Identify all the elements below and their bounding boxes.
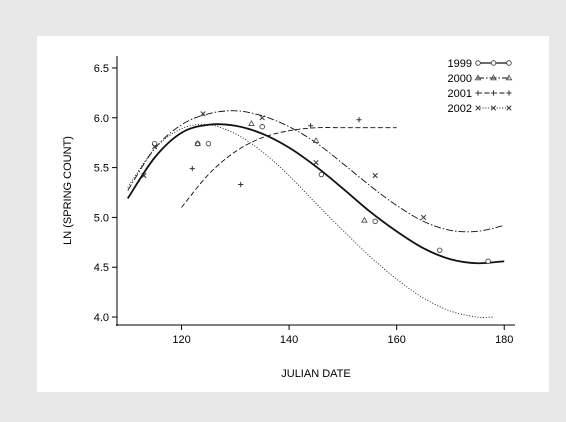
legend-entry-1999: 1999	[448, 58, 512, 70]
point-2000	[194, 140, 201, 146]
x-tick-label: 140	[280, 334, 298, 346]
point-2002	[313, 159, 319, 166]
point-1999	[437, 247, 443, 253]
point-2001	[238, 181, 244, 188]
chart-figure: 120 140 160 180 4.0 4.5 5.0 5.5 6.0 6.5 1999 2000 2…	[37, 36, 549, 392]
legend-marker	[506, 60, 512, 66]
legend-marker	[506, 90, 512, 96]
point-2000	[312, 137, 320, 143]
point-2000	[361, 216, 368, 223]
y-tick-label: 4.0	[94, 312, 109, 324]
point-2001	[308, 123, 314, 129]
point-2002	[200, 111, 206, 117]
point-1999	[485, 258, 491, 264]
legend-label: 2002	[448, 103, 472, 115]
point-2001	[189, 165, 195, 172]
fit-curve-2001	[181, 127, 397, 208]
legend-label: 1999	[448, 58, 472, 70]
point-1999	[205, 140, 212, 147]
point-2001	[356, 117, 362, 123]
legend-marker	[475, 90, 481, 96]
legend-entry-2000: 2000	[448, 73, 513, 85]
y-tick-label: 6.0	[94, 113, 109, 125]
legend-marker	[475, 105, 481, 111]
legend-marker	[490, 105, 497, 111]
y-tick-label: 5.0	[94, 212, 109, 224]
y-tick-label: 4.5	[94, 262, 109, 274]
point-2002	[259, 115, 265, 121]
legend-entry-2002: 2002	[448, 103, 512, 115]
fit-curve-2002	[127, 124, 494, 318]
axes: 120 140 160 180 4.0 4.5 5.0 5.5 6.0 6.5	[94, 56, 515, 346]
point-1999	[372, 218, 378, 225]
x-tick-label: 180	[495, 334, 513, 346]
y-tick-label: 5.5	[94, 163, 109, 175]
legend-marker	[490, 90, 497, 96]
legend-marker	[490, 60, 497, 66]
point-2002	[151, 144, 158, 150]
point-2002	[420, 214, 427, 221]
fitted-curves	[127, 110, 505, 318]
fit-curve-1999	[127, 123, 505, 265]
legend-marker	[505, 74, 513, 81]
legend-entry-2001: 2001	[448, 88, 512, 100]
legend-marker	[506, 105, 512, 111]
legend-marker	[490, 74, 497, 81]
point-2002	[141, 172, 147, 179]
x-tick-label: 120	[172, 334, 190, 346]
chart-svg: 120 140 160 180 4.0 4.5 5.0 5.5 6.0 6.5 1999 2000 2…	[62, 56, 515, 380]
y-tick-label: 6.5	[94, 63, 109, 75]
legend-label: 2000	[448, 73, 472, 85]
x-tick-label: 160	[387, 334, 405, 346]
data-points	[141, 111, 491, 264]
legend-marker	[474, 74, 482, 81]
x-axis-title: JULIAN DATE	[281, 368, 350, 380]
point-2002	[372, 172, 378, 179]
legend-marker	[475, 60, 481, 66]
point-1999	[318, 171, 325, 178]
fit-curve-2000	[127, 110, 505, 233]
legend-label: 2001	[448, 88, 472, 100]
point-1999	[259, 124, 265, 130]
y-axis-title: LN (SPRING COUNT)	[62, 136, 74, 245]
point-2000	[248, 120, 255, 126]
legend: 1999 2000 2001 2002	[448, 58, 513, 115]
